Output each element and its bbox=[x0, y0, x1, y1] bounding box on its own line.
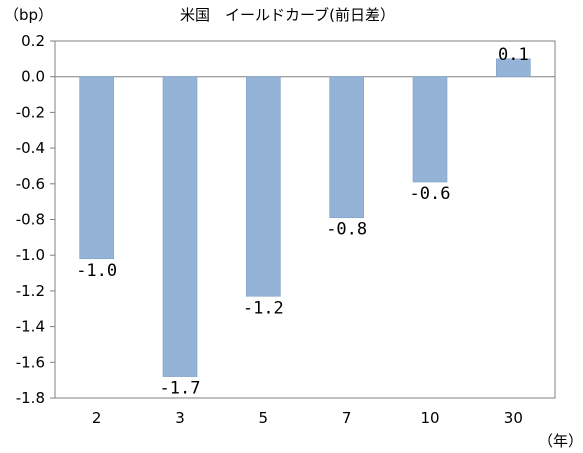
bar-30 bbox=[496, 58, 531, 77]
y-tick-label: -0.2 bbox=[16, 103, 45, 121]
bar-2 bbox=[79, 76, 114, 260]
x-tick-label: 7 bbox=[342, 409, 352, 427]
y-tick-label: 0.0 bbox=[21, 68, 45, 86]
data-label-7: -0.8 bbox=[326, 220, 367, 240]
plot-border bbox=[54, 40, 556, 399]
plot-area: 0.2 0.0 -0.2 -0.4 -0.6 -0.8 -1.0 -1.2 -1.4 -1.6 -1… bbox=[16, 32, 556, 427]
y-tick-label: -1.2 bbox=[16, 282, 45, 300]
y-tick-label: -0.6 bbox=[16, 175, 45, 193]
bar-7 bbox=[329, 76, 364, 219]
y-tick-label: -1.8 bbox=[16, 389, 45, 407]
data-label-2: -1.0 bbox=[76, 261, 117, 281]
y-tick-label: 0.2 bbox=[21, 32, 45, 50]
y-tick-label: -1.0 bbox=[16, 246, 45, 264]
chart-title: 米国 イールドカーブ(前日差） bbox=[180, 6, 395, 24]
x-tick-label: 10 bbox=[420, 409, 439, 427]
y-tick-label: -1.6 bbox=[16, 353, 45, 371]
x-tick-label: 30 bbox=[504, 409, 523, 427]
bar-10 bbox=[412, 76, 448, 183]
x-tick-label: 2 bbox=[92, 409, 102, 427]
data-label-30: 0.1 bbox=[498, 45, 529, 65]
x-tick-label: 3 bbox=[175, 409, 185, 427]
y-tick-label: -1.4 bbox=[16, 318, 45, 336]
bar-5 bbox=[246, 76, 281, 297]
y-axis-unit-label: （bp） bbox=[4, 6, 53, 24]
data-label-3: -1.7 bbox=[160, 379, 201, 399]
data-label-10: -0.6 bbox=[410, 184, 451, 204]
x-axis-unit-label: （年） bbox=[538, 432, 583, 450]
x-tick-label: 5 bbox=[259, 409, 269, 427]
y-tick-label: -0.8 bbox=[16, 211, 45, 229]
y-tick-label: -0.4 bbox=[16, 139, 45, 157]
data-label-5: -1.2 bbox=[243, 298, 284, 318]
bar-3 bbox=[162, 76, 198, 377]
